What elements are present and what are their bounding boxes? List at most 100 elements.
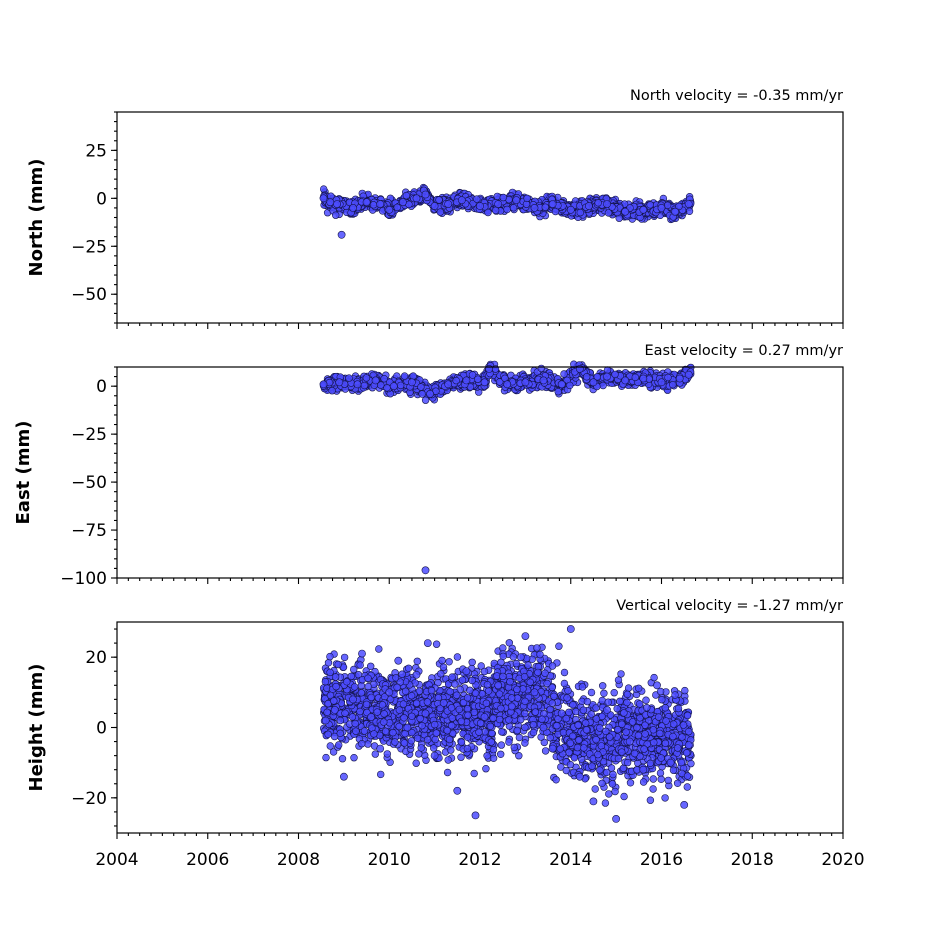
data-point xyxy=(657,378,666,387)
data-point xyxy=(426,389,434,398)
data-point xyxy=(505,639,513,647)
data-point xyxy=(639,205,648,214)
data-point xyxy=(412,194,421,203)
data-point xyxy=(541,203,549,211)
data-point xyxy=(376,200,385,208)
data-point xyxy=(491,206,500,215)
data-point xyxy=(539,376,548,385)
data-point xyxy=(519,685,527,693)
data-point xyxy=(332,211,340,219)
data-point xyxy=(569,701,577,709)
data-point xyxy=(398,198,407,207)
data-point xyxy=(421,396,430,404)
data-point xyxy=(489,754,498,762)
north-velocity-title: North velocity = -0.35 mm/yr xyxy=(630,88,843,104)
data-point xyxy=(600,689,608,697)
data-point xyxy=(649,785,657,793)
data-point xyxy=(639,374,648,383)
data-point xyxy=(435,196,443,204)
data-point xyxy=(385,205,394,214)
data-point xyxy=(657,203,666,212)
data-point xyxy=(656,769,665,777)
data-point xyxy=(582,373,591,381)
data-point xyxy=(493,192,501,201)
data-point xyxy=(541,747,550,755)
data-point xyxy=(324,659,333,667)
data-point xyxy=(319,380,328,389)
data-point xyxy=(362,198,371,207)
data-point xyxy=(480,378,489,387)
data-point xyxy=(457,753,465,761)
height-points xyxy=(320,625,695,823)
data-point xyxy=(591,785,599,793)
data-point xyxy=(669,381,677,389)
data-point xyxy=(319,194,328,203)
data-point xyxy=(444,380,453,389)
data-point xyxy=(340,653,349,662)
data-point xyxy=(503,380,512,389)
data-point xyxy=(649,775,657,783)
east-velocity-title: East velocity = 0.27 mm/yr xyxy=(644,343,843,359)
data-point xyxy=(407,378,416,387)
data-point xyxy=(557,380,566,389)
data-point xyxy=(576,208,584,217)
data-point xyxy=(412,759,420,767)
data-point xyxy=(617,670,625,678)
data-point xyxy=(646,201,654,209)
data-point xyxy=(515,733,524,742)
data-point xyxy=(485,364,493,373)
data-point xyxy=(371,376,380,385)
data-point xyxy=(675,374,684,383)
data-point xyxy=(462,376,471,385)
data-point xyxy=(505,738,513,746)
data-point xyxy=(533,644,541,652)
data-point xyxy=(409,372,417,380)
data-point xyxy=(560,370,568,378)
data-point xyxy=(658,695,666,704)
data-point xyxy=(603,372,611,381)
north-points xyxy=(319,183,695,239)
data-point xyxy=(523,194,531,203)
data-point xyxy=(530,203,539,212)
data-point xyxy=(349,203,357,212)
data-point xyxy=(337,230,346,239)
data-point xyxy=(552,776,560,784)
data-point xyxy=(585,202,593,210)
data-point xyxy=(497,741,506,749)
data-point xyxy=(473,195,481,203)
data-point xyxy=(657,775,665,783)
data-point xyxy=(611,370,619,379)
data-point xyxy=(397,381,405,390)
data-point xyxy=(452,376,460,385)
data-point xyxy=(631,373,639,382)
data-point xyxy=(684,200,693,208)
data-point xyxy=(587,688,596,697)
data-point xyxy=(383,384,391,392)
data-point xyxy=(566,205,575,214)
y-tick-label: −25 xyxy=(71,425,107,445)
y-tick-label: −25 xyxy=(71,237,107,257)
data-point xyxy=(575,364,584,373)
data-point xyxy=(474,375,482,383)
data-point xyxy=(610,688,618,697)
east-plot-frame xyxy=(116,366,844,579)
data-point xyxy=(421,566,430,575)
data-point xyxy=(650,673,658,682)
north-plot-frame xyxy=(116,111,844,324)
height-panel: Vertical velocity = -1.27 mm/yr Height (m… xyxy=(26,598,865,870)
data-point xyxy=(389,382,398,391)
y-tick-label: 0 xyxy=(96,189,107,209)
data-point xyxy=(364,682,372,691)
data-point xyxy=(476,202,484,210)
data-point xyxy=(413,657,421,665)
y-tick-label: −50 xyxy=(71,473,107,493)
data-point xyxy=(560,668,569,677)
height-y-axis-label: Height (mm) xyxy=(26,664,47,792)
data-point xyxy=(436,208,444,216)
data-point xyxy=(443,768,452,777)
height-velocity-title: Vertical velocity = -1.27 mm/yr xyxy=(616,598,843,614)
data-point xyxy=(402,191,411,200)
data-point xyxy=(671,207,679,216)
